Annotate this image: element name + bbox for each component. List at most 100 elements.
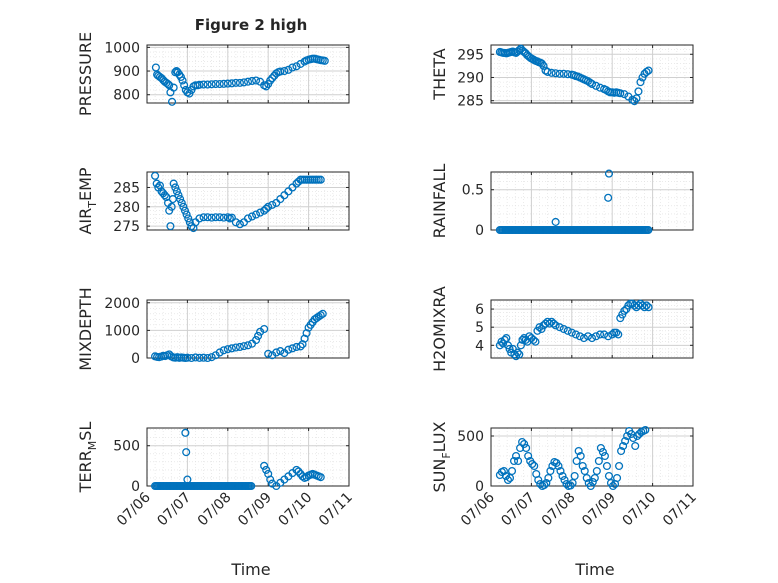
data-point: [505, 473, 515, 483]
data-point: [199, 353, 208, 362]
data-point: [568, 478, 577, 488]
y-tick-label: 275: [113, 219, 140, 235]
data-point: [207, 80, 216, 89]
data-point: [203, 80, 212, 89]
data-point: [191, 353, 200, 362]
data-point: [215, 80, 224, 89]
data-point: [515, 350, 524, 359]
data-point: [294, 467, 303, 476]
y-tick-label: 285: [457, 94, 484, 110]
data-point: [582, 473, 591, 483]
data-point: [516, 341, 525, 350]
data-point: [316, 473, 325, 482]
data-point: [266, 475, 275, 484]
data-point: [515, 46, 524, 55]
data-point: [575, 332, 584, 341]
axes-box: [146, 299, 350, 359]
data-point: [254, 331, 263, 340]
data-point: [559, 324, 568, 334]
data-point: [558, 471, 567, 481]
data-point: [574, 446, 583, 456]
data-point: [514, 456, 523, 466]
data-point: [543, 67, 552, 76]
data-point: [292, 62, 301, 71]
plot-area: [491, 172, 693, 230]
subplot-3: 275 280 285 AIRTEMP: [76, 167, 350, 235]
data-point: [578, 461, 587, 471]
data-point: [219, 79, 228, 88]
y-axis-label: TERRMSL: [76, 422, 99, 494]
data-point: [534, 475, 543, 485]
data-point: [260, 324, 269, 334]
data-series: [495, 425, 650, 491]
data-point: [529, 335, 538, 344]
data-point: [318, 309, 327, 318]
data-point: [243, 214, 253, 223]
data-point: [507, 466, 517, 476]
data-point: [302, 473, 311, 482]
data-point: [203, 353, 212, 363]
data-point: [219, 213, 228, 222]
data-point: [614, 330, 623, 339]
data-point: [163, 80, 173, 89]
data-point: [579, 334, 588, 343]
data-point: [617, 446, 626, 456]
data-point: [185, 218, 194, 227]
y-tick-label: 4: [475, 338, 484, 354]
y-axis-label-part: LUX: [430, 421, 449, 452]
data-point: [276, 67, 285, 76]
data-point: [546, 466, 555, 476]
y-axis-label: PRESSURE: [76, 32, 95, 116]
data-point: [160, 191, 169, 200]
data-point: [551, 69, 560, 78]
y-tick-label: 0: [475, 223, 484, 239]
data-point: [239, 342, 249, 351]
data-point: [231, 78, 240, 87]
data-point: [199, 80, 208, 89]
y-axis-label-part: EMP: [76, 167, 95, 201]
y-tick-label: 290: [457, 70, 484, 86]
axes-box: [490, 299, 694, 359]
data-point: [551, 321, 560, 330]
data-point: [549, 319, 558, 328]
data-point: [556, 466, 565, 476]
data-point: [551, 217, 560, 226]
data-point: [640, 303, 649, 312]
y-tick-label: 500: [113, 439, 140, 455]
data-point: [629, 433, 638, 443]
data-point: [177, 198, 186, 207]
figure-title: Figure 2 high: [195, 16, 308, 34]
data-point: [604, 332, 613, 341]
data-point: [535, 323, 544, 332]
data-point: [636, 78, 645, 87]
data-point: [227, 79, 236, 88]
data-point: [180, 206, 190, 215]
y-axis-label-part: TERR: [76, 450, 95, 493]
data-point: [554, 461, 563, 471]
data-point: [171, 68, 180, 77]
data-series: [495, 169, 653, 235]
data-point: [298, 472, 307, 481]
data-point: [596, 330, 605, 339]
data-point: [296, 342, 305, 351]
y-tick-label: 1000: [104, 40, 140, 56]
data-point: [264, 202, 273, 211]
data-point: [180, 81, 189, 90]
data-point: [223, 345, 232, 354]
data-point: [571, 330, 580, 339]
data-point: [598, 447, 607, 457]
y-axis-label: MIXDEPTH: [76, 287, 95, 370]
data-point: [167, 202, 176, 211]
subplot-6: 4 5 6 H2OMIXRA: [430, 286, 694, 372]
data-point: [624, 301, 633, 310]
data-point: [586, 481, 595, 491]
data-point: [268, 74, 277, 83]
data-point: [296, 469, 305, 478]
data-point: [262, 82, 271, 91]
data-point: [195, 353, 204, 362]
data-series: [495, 44, 653, 106]
data-point: [296, 59, 305, 68]
y-tick-label: 5: [475, 320, 484, 336]
data-point: [262, 465, 271, 474]
data-point: [518, 437, 527, 447]
